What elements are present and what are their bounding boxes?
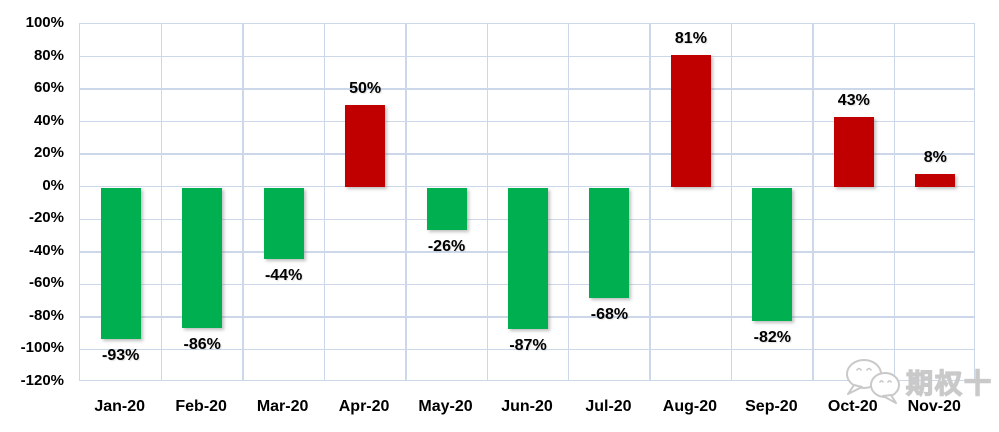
plot-area: -93% -86% -44% 50% -26% -87% -68% 81% -82% 43% 8% (79, 23, 975, 381)
x-axis-label-Nov-20: Nov-20 (907, 398, 961, 415)
bar-Nov-20 (915, 173, 956, 187)
gridline-vertical (323, 24, 326, 380)
bar-value-label: -44% (264, 267, 303, 285)
bar-value-label: 8% (923, 148, 947, 166)
bar-value-label: -86% (183, 335, 221, 353)
y-tick-label: -100% (20, 339, 64, 357)
bar-Sep-20 (752, 187, 793, 322)
bar-Oct-20 (833, 116, 874, 187)
x-axis-label-Feb-20: Feb-20 (175, 398, 227, 415)
y-tick-label: -20% (28, 209, 64, 227)
gridline-horizontal (80, 348, 974, 351)
gridline-horizontal (80, 88, 974, 90)
x-axis-label-Sep-20: Sep-20 (745, 398, 798, 415)
bar-Jul-20 (589, 187, 630, 299)
gridline-horizontal (80, 153, 974, 155)
y-tick-label: 100% (25, 14, 64, 31)
gridline-vertical (486, 24, 489, 380)
x-axis-label-Mar-20: Mar-20 (256, 398, 309, 415)
gridline-vertical (649, 24, 651, 380)
bar-value-label: -82% (753, 329, 792, 347)
gridline-vertical (893, 24, 896, 380)
gridline-vertical (242, 24, 244, 380)
bar-value-label: -26% (427, 238, 466, 256)
bar-Apr-20 (345, 105, 386, 187)
bar-value-label: -87% (509, 337, 547, 355)
bar-Mar-20 (263, 187, 304, 260)
x-axis-label-Aug-20: Aug-20 (662, 398, 718, 415)
y-tick-label: -40% (28, 241, 64, 259)
y-tick-label: 80% (33, 46, 64, 64)
gridline-horizontal (80, 120, 974, 123)
x-axis-label-Jun-20: Jun-20 (501, 398, 553, 415)
y-tick-label: 40% (33, 111, 64, 129)
x-axis-label-Oct-20: Oct-20 (827, 398, 878, 415)
y-tick-label: -80% (28, 306, 64, 324)
bar-Jun-20 (508, 187, 548, 330)
gridline-vertical (160, 24, 163, 380)
y-tick-label: -120% (20, 372, 64, 389)
x-axis-label-Jul-20: Jul-20 (585, 398, 632, 415)
bar-value-label: 81% (674, 29, 707, 47)
gridline-horizontal (80, 55, 974, 58)
y-tick-label: -60% (28, 274, 64, 292)
bar-value-label: -68% (590, 306, 629, 324)
bar-Feb-20 (182, 187, 223, 328)
bar-May-20 (426, 187, 467, 231)
bar-value-label: 50% (349, 80, 382, 98)
gridline-vertical (812, 24, 814, 380)
bar-Aug-20 (670, 54, 711, 187)
gridline-vertical (567, 24, 570, 380)
gridline-vertical (405, 24, 407, 380)
x-axis-label-Jan-20: Jan-20 (94, 398, 146, 415)
bar-Jan-20 (100, 187, 141, 340)
bar-value-label: -93% (102, 347, 140, 365)
y-tick-label: 0% (42, 176, 64, 194)
bar-value-label: 43% (837, 91, 870, 109)
gridline-horizontal (80, 185, 974, 188)
gridline-vertical (730, 24, 733, 380)
x-axis-label-Apr-20: Apr-20 (338, 398, 390, 415)
x-axis-label-May-20: May-20 (418, 398, 473, 415)
y-tick-label: 20% (33, 144, 64, 162)
y-tick-label: 60% (33, 79, 64, 97)
